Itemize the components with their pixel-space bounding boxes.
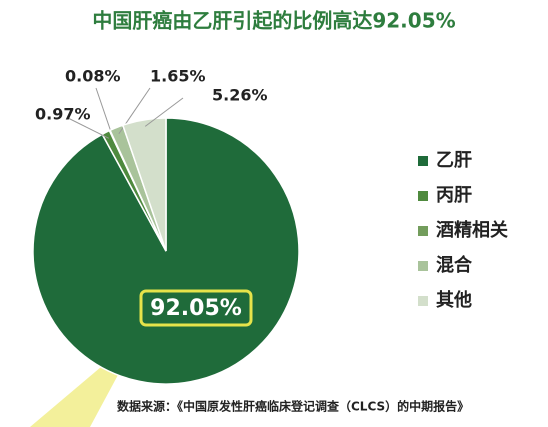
legend-swatch	[418, 191, 428, 201]
leader-line	[67, 117, 110, 139]
legend-label: 乙肝	[436, 150, 472, 171]
pie-slice	[121, 117, 167, 252]
legend-label: 混合	[436, 254, 473, 276]
data-label: 5.26%	[212, 86, 268, 105]
data-label: 0.08%	[65, 67, 121, 86]
data-label: 1.65%	[150, 67, 206, 86]
legend-swatch	[418, 156, 428, 166]
legend-label: 酒精相关	[436, 219, 508, 241]
source-note: 数据来源：《中国原发性肝癌临床登记调查（CLCS）的中期报告》	[117, 399, 469, 414]
legend-swatch	[418, 296, 428, 306]
legend-swatch	[418, 226, 428, 236]
chart-title: 中国肝癌由乙肝引起的比例高达92.05%	[92, 9, 455, 33]
data-label: 0.97%	[35, 105, 91, 124]
leader-line	[95, 87, 114, 137]
legend-label: 其他	[436, 289, 472, 311]
leader-line	[144, 97, 184, 127]
legend-swatch	[418, 261, 428, 271]
data-label: 92.05%	[150, 296, 242, 321]
legend-label: 丙肝	[436, 185, 472, 206]
label-box	[139, 289, 253, 327]
